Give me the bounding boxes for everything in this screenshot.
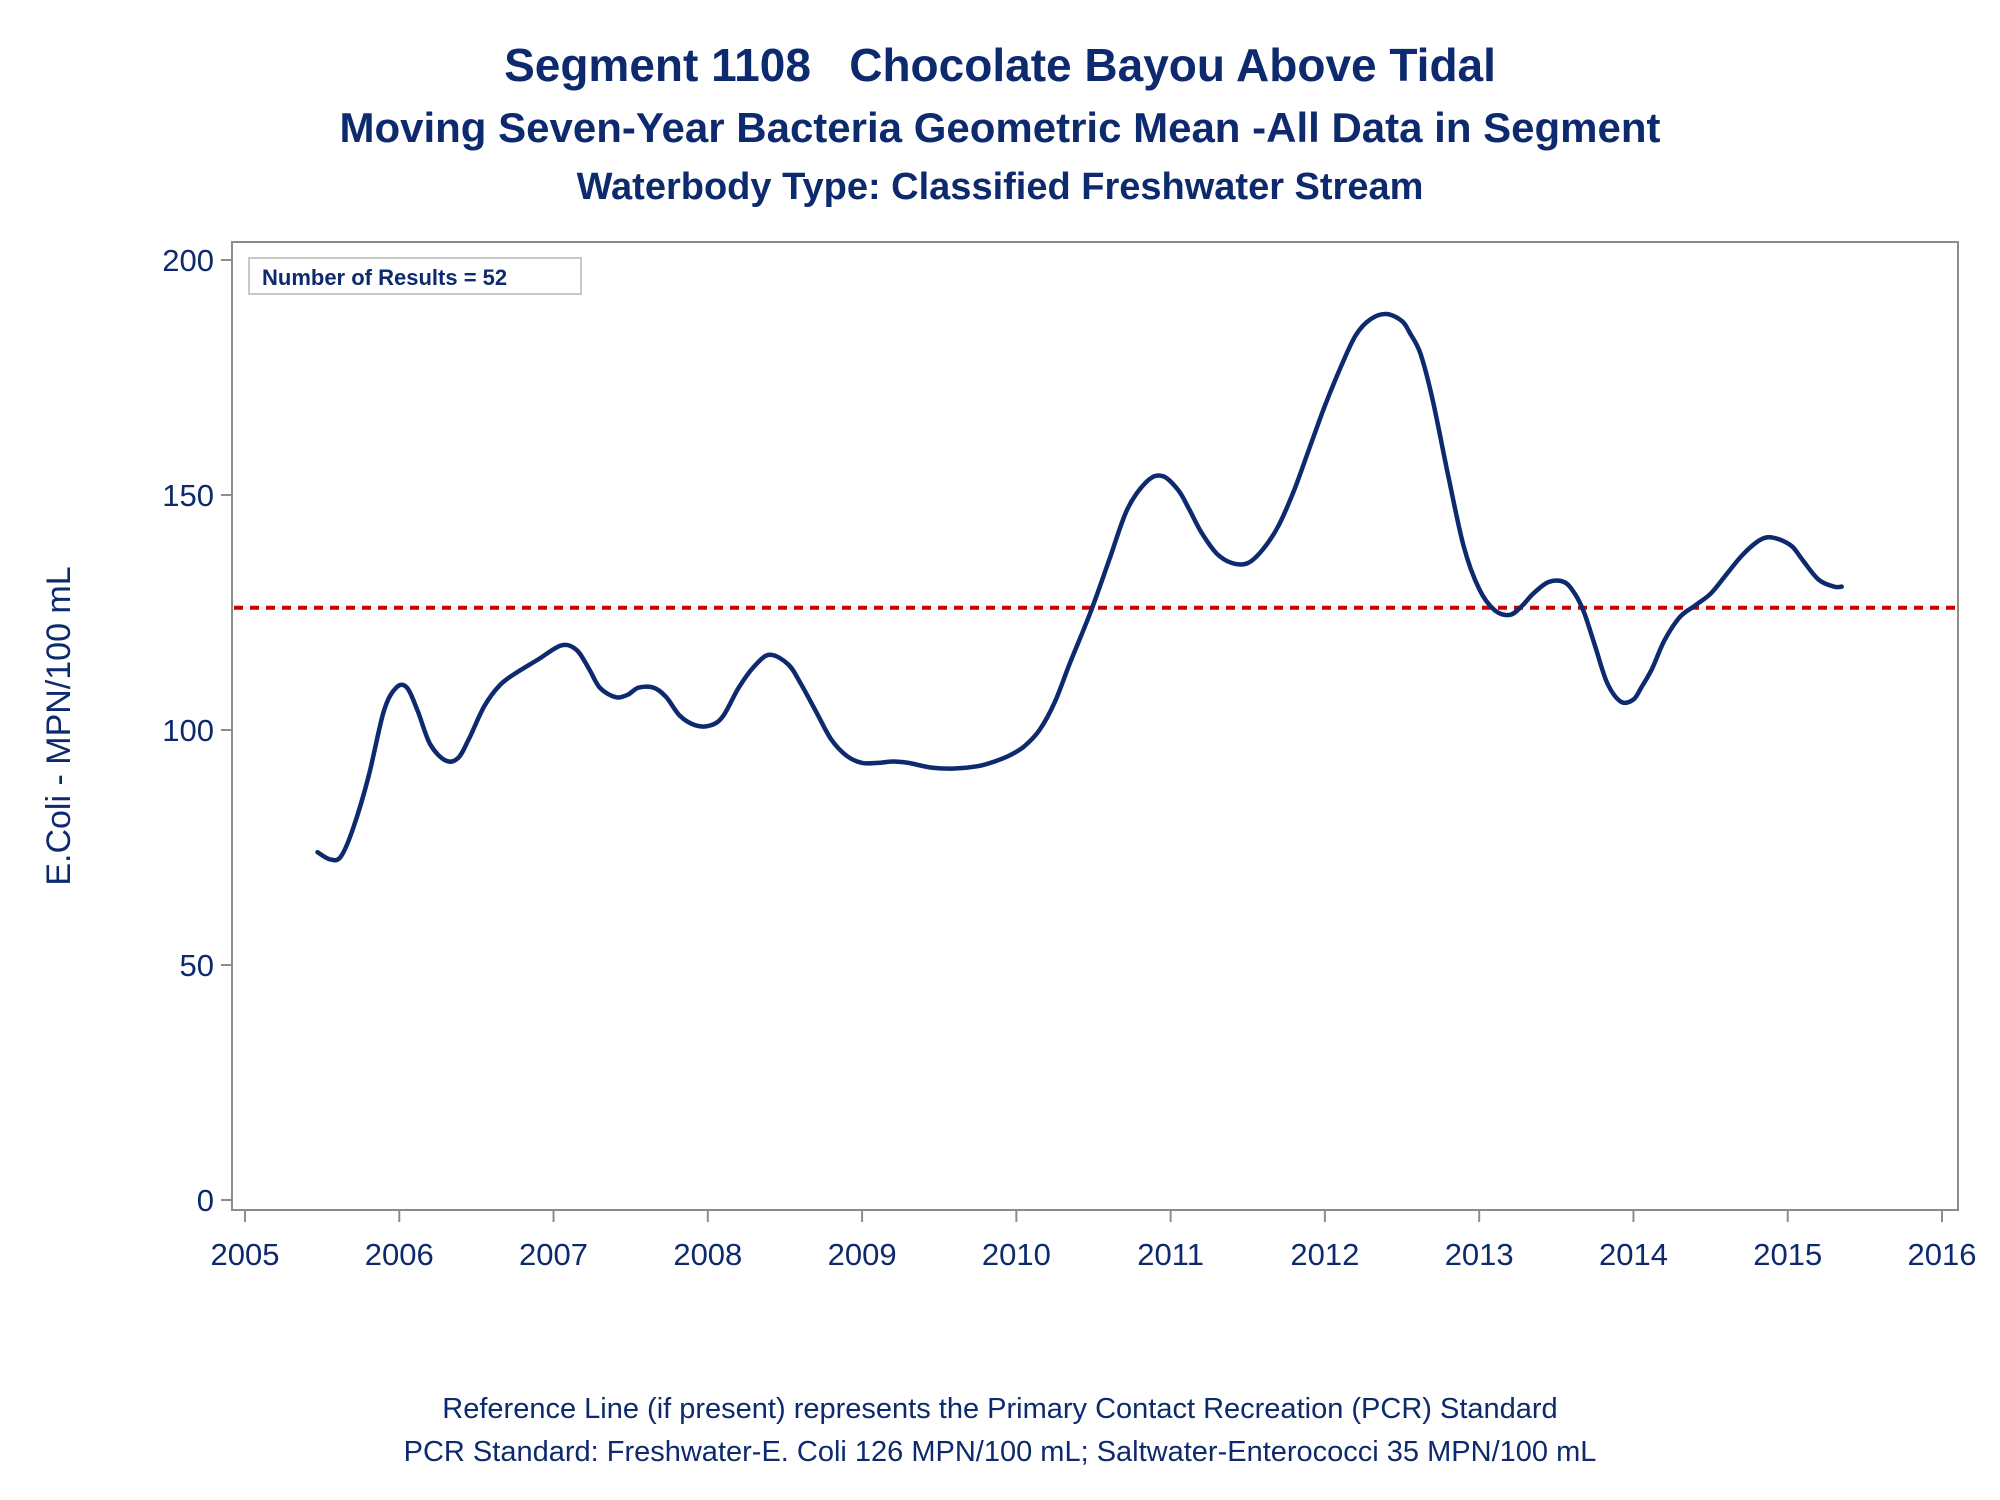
x-tick-label: 2009 — [828, 1237, 897, 1272]
y-axis: 0 50 100 150 200 — [162, 243, 232, 1218]
x-axis: 2005 2006 2007 2008 2009 2010 2011 2012 2013 2014… — [211, 1210, 1977, 1272]
results-count-box: Number of Results = 52 — [248, 257, 582, 295]
x-tick-label: 2012 — [1290, 1237, 1359, 1272]
chart-title: Segment 1108 Chocolate Bayou Above Tidal — [504, 39, 1496, 91]
x-tick-label: 2010 — [982, 1237, 1051, 1272]
y-tick-label: 50 — [180, 948, 214, 983]
chart-subtitle: Moving Seven-Year Bacteria Geometric Mea… — [339, 104, 1661, 151]
geometric-mean-series-line — [315, 311, 1844, 863]
x-tick-label: 2016 — [1908, 1237, 1977, 1272]
x-tick-label: 2013 — [1445, 1237, 1514, 1272]
x-tick-label: 2015 — [1753, 1237, 1822, 1272]
plot-frame — [231, 241, 1959, 1211]
y-tick-label: 100 — [162, 713, 214, 748]
x-tick-label: 2011 — [1137, 1237, 1204, 1272]
y-axis-label: E.Coli - MPN/100 mL — [40, 566, 78, 885]
x-tick-label: 2005 — [211, 1237, 280, 1272]
footnote-pcr-standard: PCR Standard: Freshwater-E. Coli 126 MPN… — [403, 1436, 1597, 1468]
x-tick-label: 2008 — [673, 1237, 742, 1272]
x-tick-label: 2006 — [365, 1237, 434, 1272]
footnote-reference-line: Reference Line (if present) represents t… — [442, 1393, 1558, 1425]
chart-subtitle-waterbody: Waterbody Type: Classified Freshwater St… — [576, 166, 1424, 208]
y-tick-label: 0 — [197, 1183, 214, 1218]
y-tick-label: 200 — [162, 243, 214, 278]
y-tick-label: 150 — [162, 478, 214, 513]
x-tick-label: 2007 — [519, 1237, 588, 1272]
x-tick-label: 2014 — [1599, 1237, 1668, 1272]
results-count-label: Number of Results = 52 — [262, 265, 507, 290]
